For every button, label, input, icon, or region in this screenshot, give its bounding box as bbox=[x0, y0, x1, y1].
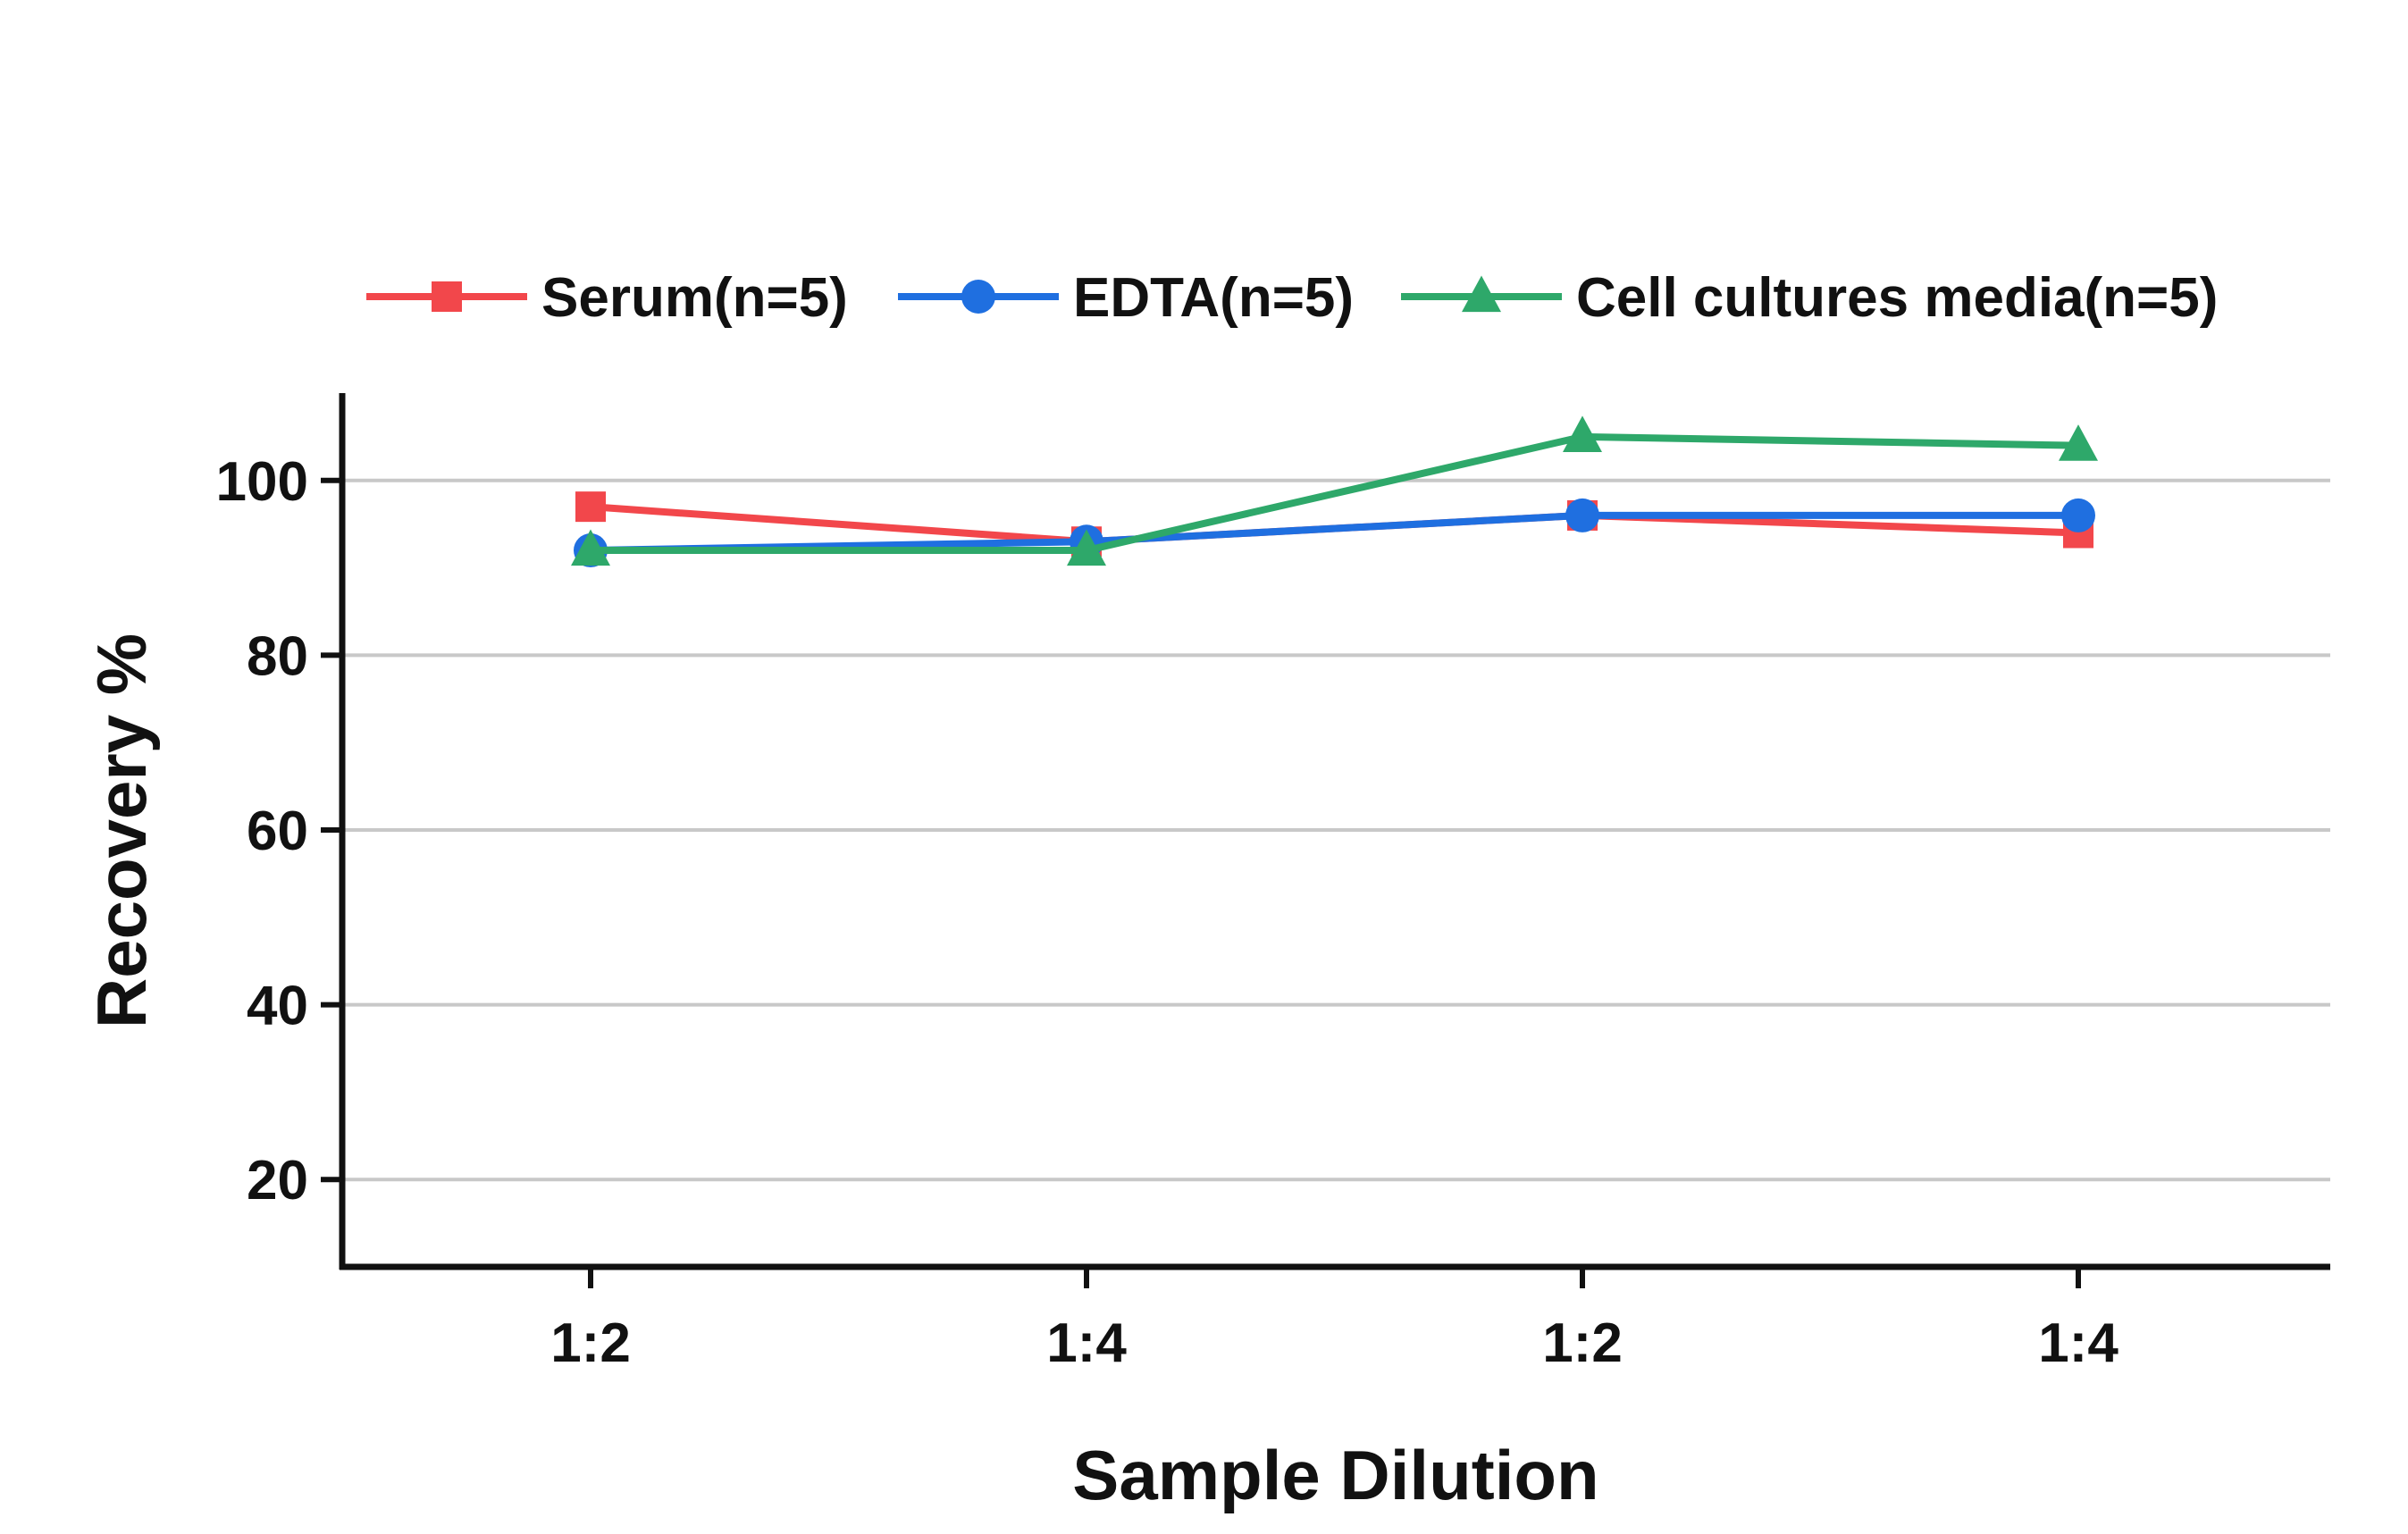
grid-lines bbox=[342, 478, 2330, 1182]
legend-entry-2: EDTA(n=5) bbox=[898, 267, 1354, 329]
data-point bbox=[1563, 415, 1602, 452]
data-point bbox=[575, 491, 606, 523]
x-tick-label: 1:2 bbox=[1542, 1312, 1623, 1374]
legend-marker bbox=[961, 280, 995, 314]
y-tick-label: 40 bbox=[247, 976, 308, 1037]
legend-label: Serum(n=5) bbox=[541, 267, 848, 329]
legend-marker bbox=[432, 281, 462, 312]
data-point bbox=[2059, 424, 2098, 461]
y-tick-label: 20 bbox=[247, 1150, 308, 1211]
x-tick-label: 1:4 bbox=[1046, 1312, 1127, 1374]
legend-entry-3: Cell cultures media(n=5) bbox=[1401, 267, 2218, 329]
x-tick-label: 1:4 bbox=[2038, 1312, 2119, 1374]
series-3 bbox=[571, 415, 2098, 566]
y-axis-title: Recovery % bbox=[82, 633, 161, 1028]
data-point bbox=[1565, 498, 1599, 532]
data-point bbox=[571, 529, 610, 566]
y-tick-label: 100 bbox=[216, 451, 308, 513]
x-tick-label: 1:2 bbox=[550, 1312, 631, 1374]
legend-entry-1: Serum(n=5) bbox=[366, 267, 848, 329]
data-point bbox=[2061, 498, 2095, 532]
series-2 bbox=[574, 498, 2095, 568]
legend: Serum(n=5) EDTA(n=5) Cell cultures media(n… bbox=[366, 267, 2218, 329]
axes: 20 40 60 80 100 1:2 1:4 1:2 1:4 bbox=[216, 393, 2330, 1374]
series-line bbox=[591, 432, 2079, 555]
series-lines bbox=[571, 415, 2098, 568]
y-tick-label: 80 bbox=[247, 625, 308, 687]
legend-label: EDTA(n=5) bbox=[1073, 267, 1354, 329]
series-line bbox=[590, 511, 2078, 555]
y-tick-label: 60 bbox=[247, 801, 308, 862]
legend-marker bbox=[1462, 275, 1501, 313]
data-point bbox=[1067, 529, 1106, 566]
legend-label: Cell cultures media(n=5) bbox=[1576, 267, 2218, 329]
x-axis-title: Sample Dilution bbox=[1072, 1436, 1598, 1514]
